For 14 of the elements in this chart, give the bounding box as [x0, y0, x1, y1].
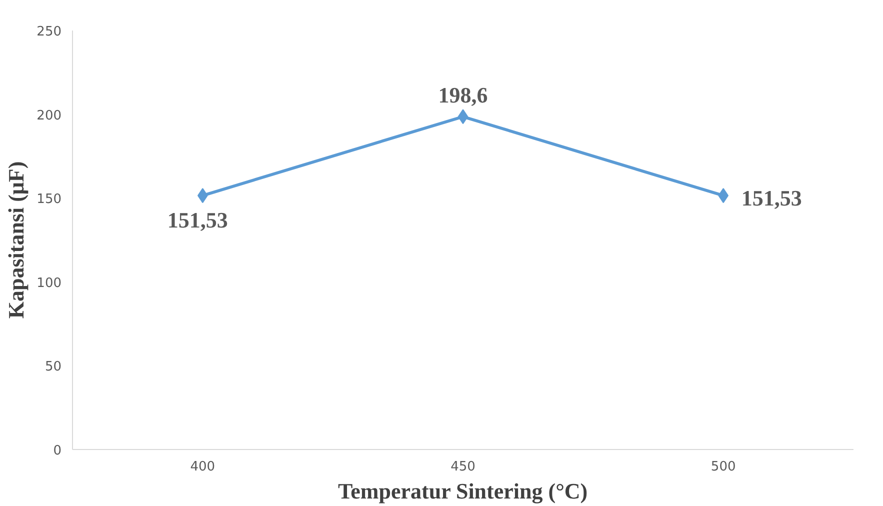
y-axis-title: Kapasitansi (μF) [4, 161, 29, 319]
x-axis-title: Temperatur Sintering (°C) [338, 478, 588, 504]
y-tick-label: 150 [36, 192, 62, 208]
y-tick-label: 250 [36, 24, 62, 40]
y-tick-label: 50 [44, 360, 62, 375]
x-tick-label: 450 [450, 460, 476, 474]
x-tick-label: 500 [710, 460, 736, 474]
x-tick-label: 400 [190, 460, 216, 474]
text: 151,53 [167, 208, 228, 233]
text: 151,53 [741, 186, 802, 211]
text: 198,6 [438, 82, 488, 108]
y-tick-label: 100 [36, 276, 62, 291]
y-tick-label: 0 [53, 444, 62, 458]
y-tick-label: 200 [36, 108, 62, 124]
